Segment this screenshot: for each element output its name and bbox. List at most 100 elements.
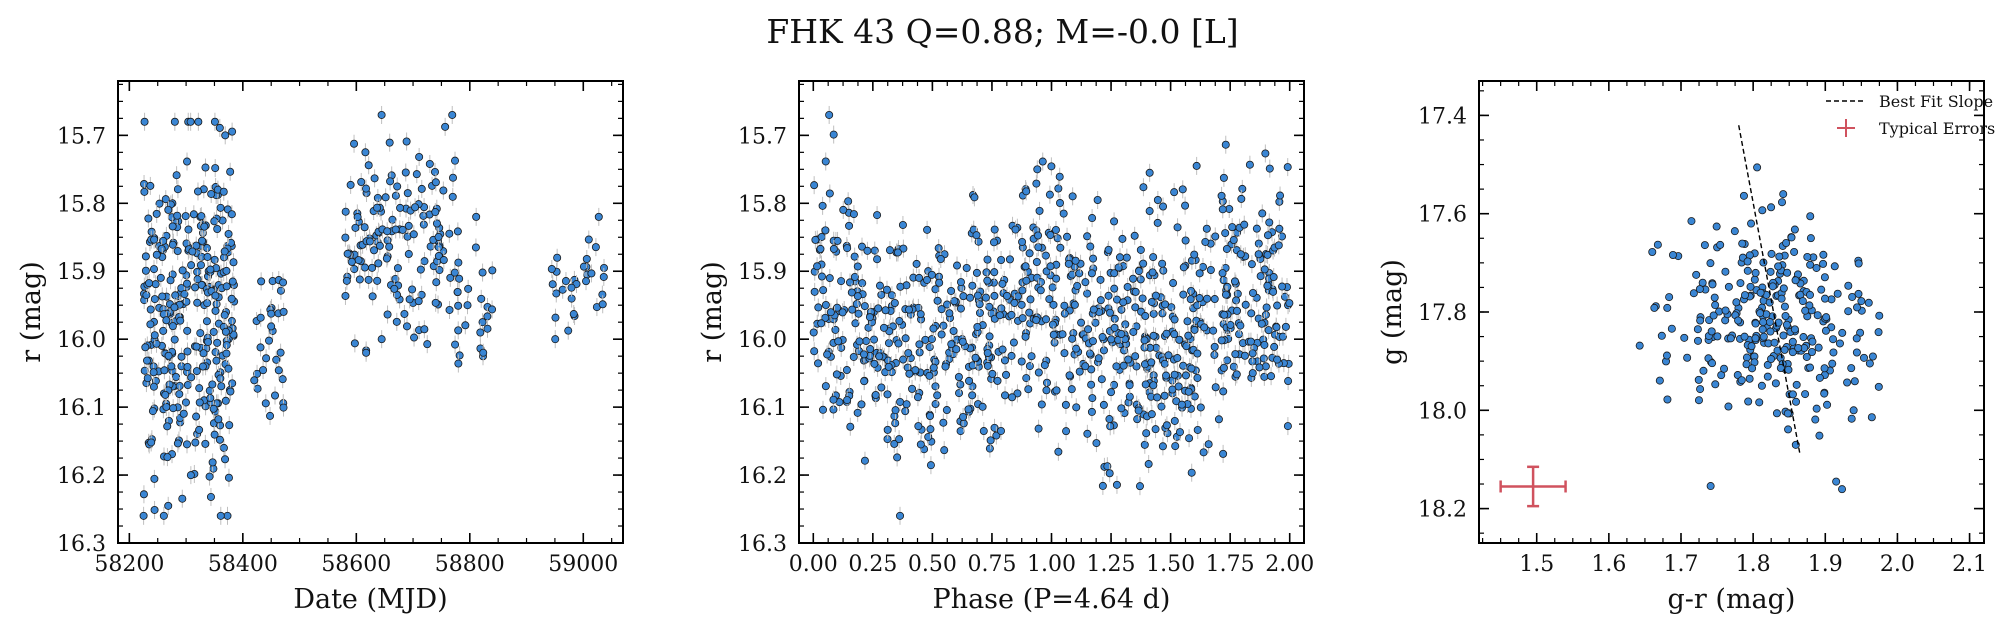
data-point — [1135, 482, 1144, 491]
data-point — [1096, 275, 1105, 284]
data-point — [561, 277, 570, 286]
data-point — [1758, 206, 1767, 215]
data-point — [1273, 301, 1282, 310]
data-point — [1110, 269, 1119, 278]
data-point — [1806, 212, 1815, 221]
data-point — [1007, 351, 1016, 360]
data-point — [1806, 234, 1815, 243]
data-point — [1211, 232, 1220, 241]
data-point — [895, 317, 904, 326]
data-point — [1868, 352, 1877, 361]
data-point — [914, 422, 923, 431]
data-point — [354, 256, 363, 265]
data-point — [346, 180, 355, 189]
data-point — [983, 255, 992, 264]
data-point — [224, 364, 233, 373]
data-point — [343, 249, 352, 258]
data-point — [899, 355, 908, 364]
data-point — [205, 472, 214, 481]
data-point — [825, 110, 834, 119]
data-point — [551, 335, 560, 344]
data-point — [209, 327, 218, 336]
data-point — [935, 278, 944, 287]
data-point — [1175, 428, 1184, 437]
data-point — [210, 255, 219, 264]
data-point — [1267, 372, 1276, 381]
data-point — [989, 238, 998, 247]
data-point — [1274, 241, 1283, 250]
data-point — [170, 335, 179, 344]
data-point — [1147, 410, 1156, 419]
data-point — [402, 322, 411, 331]
data-point — [1056, 199, 1065, 208]
data-point — [1741, 291, 1750, 300]
data-point — [426, 242, 435, 251]
data-point — [385, 242, 394, 251]
data-point — [195, 384, 204, 393]
data-point — [853, 262, 862, 271]
data-point — [1756, 309, 1765, 318]
data-point — [163, 453, 172, 462]
data-point — [1779, 190, 1788, 199]
data-point — [1228, 223, 1237, 232]
data-point — [1806, 363, 1815, 372]
data-point — [871, 390, 880, 399]
data-point — [1663, 303, 1672, 312]
data-point — [183, 157, 192, 166]
data-point — [1248, 349, 1257, 358]
x-tick-label: 1.8 — [1736, 552, 1771, 577]
data-point — [1170, 416, 1179, 425]
data-point — [461, 321, 470, 330]
data-point — [274, 366, 283, 375]
data-point — [170, 117, 179, 126]
data-point — [1778, 198, 1787, 207]
data-point — [1788, 337, 1797, 346]
data-point — [1812, 263, 1821, 272]
data-point — [1763, 372, 1772, 381]
data-point — [446, 273, 455, 282]
data-point — [821, 301, 830, 310]
data-point — [1142, 429, 1151, 438]
data-point — [1828, 359, 1837, 368]
data-point — [431, 208, 440, 217]
data-point — [1147, 358, 1156, 367]
data-point — [483, 324, 492, 333]
data-point — [860, 456, 869, 465]
data-point — [983, 361, 992, 370]
y-tick-label: 17.8 — [1418, 301, 1467, 326]
data-point — [224, 229, 233, 238]
data-point — [1173, 354, 1182, 363]
data-point — [220, 247, 229, 256]
data-point — [1088, 214, 1097, 223]
data-point — [1046, 262, 1055, 271]
data-point — [1801, 390, 1810, 399]
data-point — [152, 339, 161, 348]
data-point — [882, 285, 891, 294]
data-point — [139, 511, 148, 520]
data-point — [1854, 259, 1863, 268]
data-point — [1141, 312, 1150, 321]
data-point — [1161, 300, 1170, 309]
data-point — [1139, 259, 1148, 268]
x-tick-label: 2.00 — [1265, 552, 1314, 577]
data-point — [1653, 240, 1662, 249]
data-point — [150, 235, 159, 244]
data-point — [206, 492, 215, 501]
data-point — [1005, 255, 1014, 264]
data-point — [1740, 332, 1749, 341]
data-point — [172, 372, 181, 381]
data-point — [453, 227, 462, 236]
data-point — [915, 340, 924, 349]
data-point — [883, 425, 892, 434]
data-point — [904, 349, 913, 358]
data-point — [364, 161, 373, 170]
data-point — [223, 511, 232, 520]
data-point — [1865, 359, 1874, 368]
data-point — [926, 425, 935, 434]
data-point — [1047, 162, 1056, 171]
data-point — [947, 340, 956, 349]
data-point — [1070, 300, 1079, 309]
data-point — [915, 273, 924, 282]
data-point — [1017, 300, 1026, 309]
data-point — [1708, 280, 1717, 289]
